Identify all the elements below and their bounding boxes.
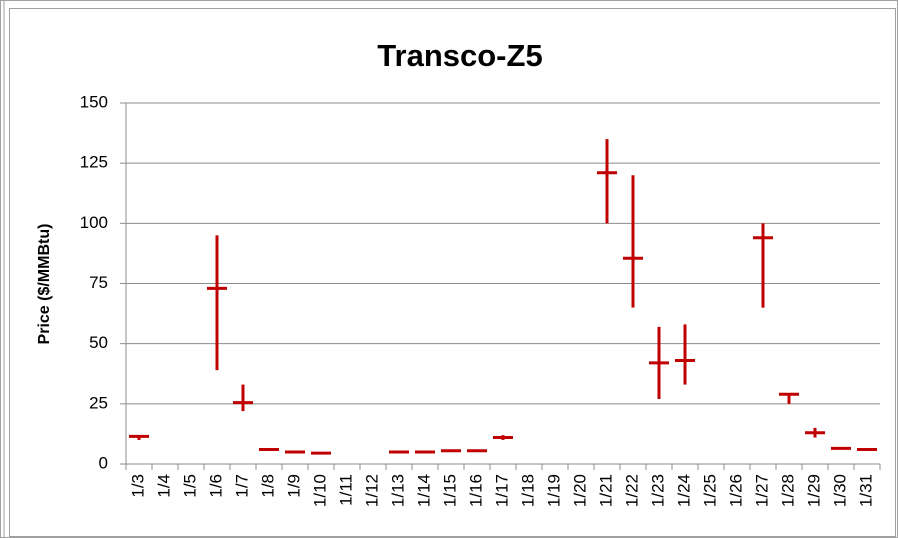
x-tick-label: 1/7 <box>232 474 251 498</box>
x-tick-label: 1/8 <box>258 474 277 498</box>
y-tick-label: 75 <box>89 273 108 292</box>
x-tick-label: 1/17 <box>492 474 511 507</box>
x-tick-label: 1/21 <box>596 474 615 507</box>
y-tick-label: 100 <box>80 213 108 232</box>
x-tick-label: 1/26 <box>726 474 745 507</box>
x-tick-label: 1/13 <box>388 474 407 507</box>
chart-title: Transco-Z5 <box>377 38 542 73</box>
x-tick-label: 1/3 <box>128 474 147 498</box>
x-tick-label: 1/29 <box>804 474 823 507</box>
x-tick-label: 1/16 <box>466 474 485 507</box>
x-tick-label: 1/25 <box>700 474 719 507</box>
y-axis-label: Price ($/MMBtu) <box>36 224 53 345</box>
x-tick-label: 1/20 <box>570 474 589 507</box>
x-tick-label: 1/9 <box>284 474 303 498</box>
y-tick-label: 150 <box>80 92 108 111</box>
y-tick-label: 25 <box>89 393 108 412</box>
x-tick-label: 1/18 <box>518 474 537 507</box>
x-tick-label: 1/5 <box>180 474 199 498</box>
y-tick-label: 125 <box>80 153 108 172</box>
x-tick-label: 1/15 <box>440 474 459 507</box>
y-tick-label: 50 <box>89 333 108 352</box>
x-tick-label: 1/4 <box>154 474 173 498</box>
x-tick-label: 1/28 <box>778 474 797 507</box>
x-tick-label: 1/19 <box>544 474 563 507</box>
chart-frame <box>9 8 896 537</box>
x-tick-label: 1/27 <box>752 474 771 507</box>
x-tick-label: 1/30 <box>830 474 849 507</box>
x-tick-label: 1/11 <box>336 474 355 506</box>
x-tick-label: 1/10 <box>310 474 329 507</box>
x-tick-label: 1/22 <box>622 474 641 507</box>
x-tick-label: 1/24 <box>674 474 693 507</box>
x-tick-label: 1/23 <box>648 474 667 507</box>
x-tick-label: 1/14 <box>414 474 433 507</box>
x-tick-label: 1/31 <box>856 474 875 507</box>
y-tick-label: 0 <box>99 453 108 472</box>
x-tick-label: 1/12 <box>362 474 381 507</box>
x-tick-label: 1/6 <box>206 474 225 498</box>
